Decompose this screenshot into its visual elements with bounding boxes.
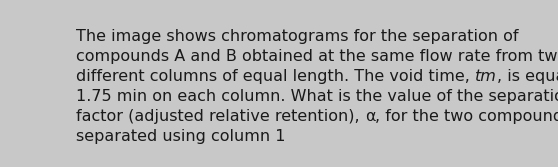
Text: different columns of equal length. The void time,: different columns of equal length. The v…	[76, 69, 475, 84]
Text: , for the two compounds: , for the two compounds	[376, 109, 558, 124]
Text: α: α	[365, 109, 376, 124]
Text: compounds A and B obtained at the same flow rate from two: compounds A and B obtained at the same f…	[76, 49, 558, 64]
Text: factor (adjusted relative retention),: factor (adjusted relative retention),	[76, 109, 365, 124]
Text: separated using column 1: separated using column 1	[76, 129, 286, 144]
Text: , is equal to: , is equal to	[497, 69, 558, 84]
Text: tm: tm	[475, 69, 497, 84]
Text: 1.75 min on each column. What is the value of the separation: 1.75 min on each column. What is the val…	[76, 89, 558, 104]
Text: The image shows chromatograms for the separation of: The image shows chromatograms for the se…	[76, 29, 519, 44]
